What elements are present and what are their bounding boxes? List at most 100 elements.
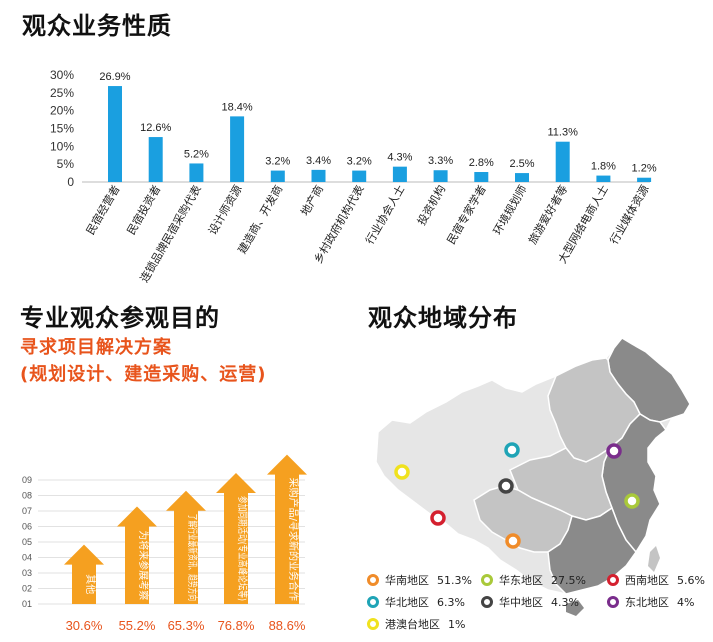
purpose-subtitle-2: (规划设计、建造采购、运营) xyxy=(20,364,267,385)
business-value-label: 1.8% xyxy=(591,161,616,173)
region-marker xyxy=(504,442,520,458)
business-bar xyxy=(230,116,245,182)
purpose-value-label: 76.8% xyxy=(218,618,255,633)
legend-region-value: 5.6% xyxy=(677,573,705,587)
legend-ring-icon xyxy=(481,574,493,586)
purpose-y-tick: 02 xyxy=(22,584,32,594)
purpose-value-label: 88.6% xyxy=(269,618,306,633)
business-bar-chart: 05%10%15%20%25%30% 26.9%民宿经营者12.6%民宿投资者5.… xyxy=(50,68,657,285)
business-bar xyxy=(433,170,448,182)
region-chart-title: 观众地域分布 xyxy=(368,304,518,332)
legend-region-name: 东北地区 xyxy=(625,596,669,609)
region-marker xyxy=(505,533,521,549)
legend-ring-icon xyxy=(367,574,379,586)
region-marker xyxy=(394,464,410,480)
region-marker xyxy=(498,478,514,494)
region-marker xyxy=(606,443,622,459)
legend-ring-icon xyxy=(367,618,379,630)
business-value-label: 2.5% xyxy=(509,158,534,170)
purpose-arrow xyxy=(267,454,307,604)
map-hainan xyxy=(566,600,584,616)
purpose-value-label: 65.3% xyxy=(168,618,205,633)
business-value-label: 3.2% xyxy=(265,156,290,168)
legend-region-name: 华中地区 xyxy=(499,596,543,609)
business-bar xyxy=(596,175,611,182)
legend-region-value: 6.3% xyxy=(437,595,465,609)
business-value-label: 11.3% xyxy=(548,127,579,139)
business-bar xyxy=(555,141,570,182)
region-marker xyxy=(624,493,640,509)
region-legend-item: 东北地区 4% xyxy=(607,594,694,610)
legend-region-value: 1% xyxy=(448,617,466,631)
region-legend-item: 华东地区 27.5% xyxy=(481,572,586,588)
region-legend-item: 华中地区 4.3% xyxy=(481,594,579,610)
business-bar xyxy=(392,166,407,182)
legend-region-name: 华东地区 xyxy=(499,574,543,587)
legend-region-value: 4% xyxy=(677,595,695,609)
purpose-category-label: 参加同期活动(专业高峰论坛等) xyxy=(236,496,249,601)
business-bar xyxy=(270,170,285,182)
business-value-label: 2.8% xyxy=(469,157,494,169)
purpose-y-tick: 01 xyxy=(22,599,32,609)
legend-ring-icon xyxy=(481,596,493,608)
business-bar xyxy=(352,170,367,182)
purpose-value-label: 30.6% xyxy=(66,618,103,633)
purpose-arrow xyxy=(166,490,206,604)
purpose-category-label: 其他 xyxy=(84,574,97,594)
region-legend-item: 华南地区 51.3% xyxy=(367,572,472,588)
legend-region-value: 27.5% xyxy=(551,573,586,587)
business-bar xyxy=(189,163,204,182)
business-bar xyxy=(108,86,122,182)
purpose-y-tick: 08 xyxy=(22,491,32,501)
purpose-y-tick: 07 xyxy=(22,506,32,516)
legend-region-name: 华北地区 xyxy=(385,596,429,609)
legend-ring-icon xyxy=(367,596,379,608)
legend-region-name: 港澳台地区 xyxy=(385,618,440,631)
purpose-arrow xyxy=(216,472,256,604)
purpose-arrow xyxy=(117,506,157,604)
legend-ring-icon xyxy=(607,574,619,586)
business-value-label: 26.9% xyxy=(99,71,130,83)
purpose-y-tick: 03 xyxy=(22,568,32,578)
region-marker xyxy=(430,510,446,526)
purpose-y-tick: 06 xyxy=(22,522,32,532)
purpose-arrow xyxy=(64,544,104,604)
business-value-label: 3.2% xyxy=(347,156,372,168)
business-value-label: 3.3% xyxy=(428,155,453,167)
map-south xyxy=(547,506,637,595)
legend-region-name: 西南地区 xyxy=(625,574,669,587)
business-y-tick: 10% xyxy=(50,139,74,153)
region-legend-item: 港澳台地区 1% xyxy=(367,616,465,632)
region-legend-item: 华北地区 6.3% xyxy=(367,594,465,610)
business-chart-title: 观众业务性质 xyxy=(22,12,172,40)
business-y-tick: 25% xyxy=(50,86,74,100)
region-legend-item: 西南地区 5.6% xyxy=(607,572,705,588)
business-bar xyxy=(474,172,489,182)
purpose-y-tick: 04 xyxy=(22,553,32,563)
business-value-label: 1.2% xyxy=(632,163,657,175)
purpose-category-label: 了解行业最新资讯、趋势方向 xyxy=(186,514,199,601)
purpose-chart-title: 专业观众参观目的 xyxy=(20,304,220,332)
map-taiwan xyxy=(648,546,660,572)
purpose-y-tick: 05 xyxy=(22,537,32,547)
business-bar xyxy=(637,177,652,182)
business-value-label: 4.3% xyxy=(387,152,412,164)
business-bar xyxy=(515,173,529,182)
purpose-y-tick: 09 xyxy=(22,475,32,485)
legend-region-name: 华南地区 xyxy=(385,574,429,587)
business-bar xyxy=(311,169,326,182)
purpose-value-label: 55.2% xyxy=(119,618,156,633)
business-value-label: 5.2% xyxy=(184,148,209,160)
business-value-label: 3.4% xyxy=(306,155,331,167)
business-value-label: 18.4% xyxy=(221,101,252,113)
business-y-tick: 30% xyxy=(50,68,74,82)
legend-region-value: 51.3% xyxy=(437,573,472,587)
business-y-tick: 5% xyxy=(57,157,75,171)
business-y-tick: 20% xyxy=(50,104,74,118)
purpose-subtitle-1: 寻求项目解决方案 xyxy=(20,337,172,358)
purpose-category-label: 采购产品/寻求新的业务合作 xyxy=(287,478,300,601)
business-value-label: 12.6% xyxy=(140,122,171,134)
purpose-category-label: 为将来参展考察 xyxy=(137,530,150,600)
